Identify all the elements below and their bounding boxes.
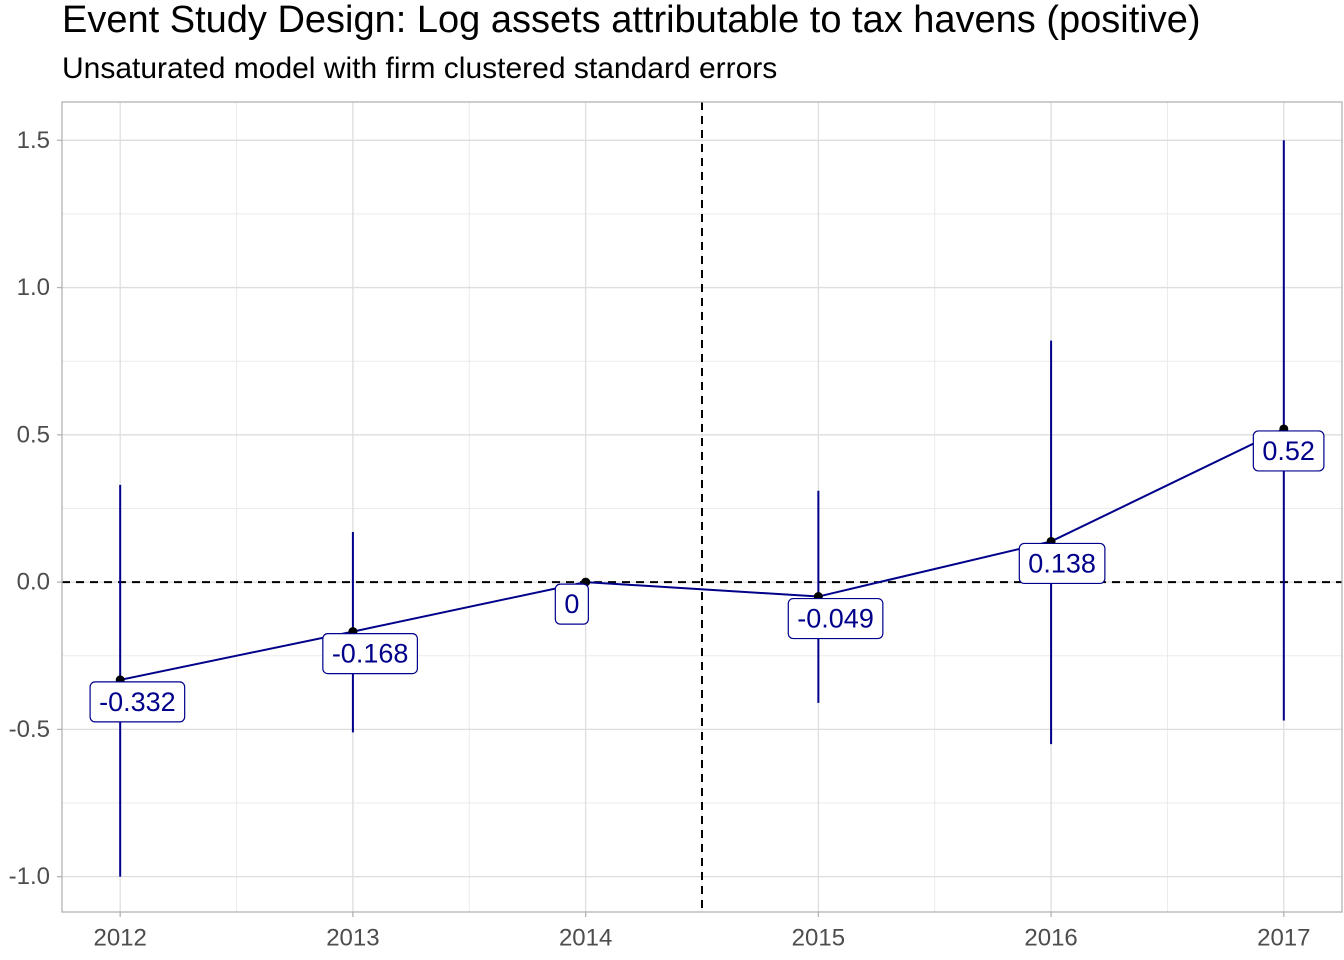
- data-label-text: -0.168: [332, 639, 409, 669]
- data-label-text: 0: [564, 589, 579, 619]
- data-label-box: [554, 583, 589, 625]
- chart-subtitle: Unsaturated model with firm clustered st…: [62, 52, 778, 85]
- chart-title: Event Study Design: Log assets attributa…: [62, 0, 1201, 41]
- data-label-box: [1018, 542, 1106, 585]
- axes: [61, 101, 1343, 913]
- data-label-2017: 0.52: [1252, 430, 1325, 472]
- y-tick-label: -1.0: [9, 863, 50, 890]
- x-tick-label: 2017: [1257, 925, 1310, 952]
- y-tick-label: -0.5: [9, 716, 50, 743]
- y-tick-labels: -1.0 -0.5 0.0 0.5 1.0 1.5: [9, 127, 62, 890]
- x-tick-label: 2015: [792, 925, 845, 952]
- series-line-group: [119, 428, 1285, 681]
- y-tick-label: 0.0: [17, 569, 50, 596]
- data-labels: -0.332 -0.168 0 -0.049 0.138 0.52: [89, 430, 1325, 723]
- data-label-2013: -0.168: [322, 632, 418, 675]
- data-label-box: [89, 681, 186, 723]
- x-tick-label: 2012: [93, 925, 146, 952]
- data-label-2012: -0.332: [89, 681, 186, 723]
- data-label-text: 0.138: [1028, 548, 1096, 578]
- data-label-text: -0.049: [797, 604, 874, 634]
- reference-lines: [62, 102, 1342, 912]
- x-tick-label: 2016: [1024, 925, 1077, 952]
- y-tick-label: 1.0: [17, 274, 50, 301]
- data-label-2015: -0.049: [787, 597, 884, 640]
- data-label-text: 0.52: [1262, 436, 1315, 466]
- data-label-box: [1252, 430, 1325, 472]
- x-tick-labels: 2012 2013 2014 2015 2016 2017: [93, 912, 1311, 952]
- x-tick-label: 2013: [326, 925, 379, 952]
- x-tick-label: 2014: [559, 925, 612, 952]
- data-label-box: [787, 597, 884, 640]
- y-tick-label: 1.5: [17, 127, 50, 154]
- data-label-box: [322, 632, 418, 675]
- data-label-2014: 0: [554, 583, 589, 625]
- y-tick-label: 0.5: [17, 421, 50, 448]
- series-line: [119, 428, 1285, 681]
- panel-border: [61, 101, 1343, 913]
- data-label-text: -0.332: [99, 687, 176, 717]
- data-label-2016: 0.138: [1018, 542, 1106, 585]
